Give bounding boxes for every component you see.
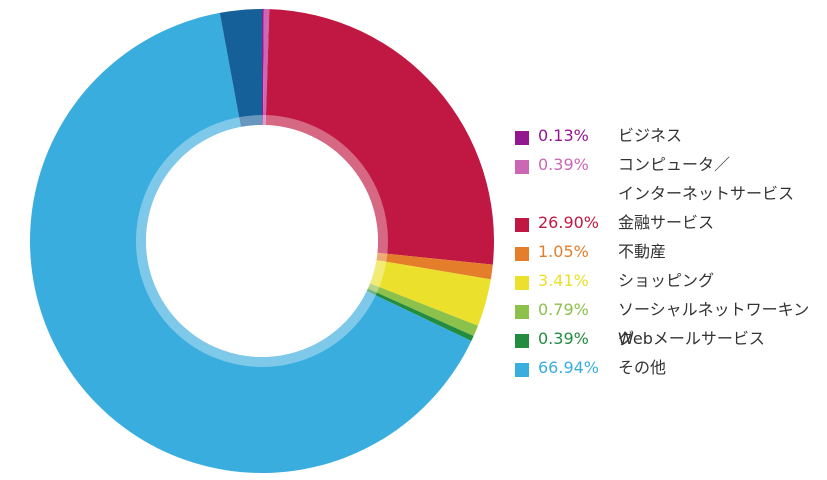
legend-swatch xyxy=(515,305,529,319)
legend-label-line: 不動産 xyxy=(618,242,667,261)
legend-label-line: ショッピング xyxy=(618,271,715,290)
legend-label: Webメールサービス xyxy=(618,324,818,353)
legend-value: 1.05% xyxy=(538,242,589,261)
inner-ring-highlight xyxy=(136,115,388,367)
legend-label-line: コンピュータ／ xyxy=(618,155,731,174)
legend-label-line: 金融サービス xyxy=(618,213,715,232)
legend-item: 66.94% その他 xyxy=(512,356,822,385)
slice-unlabeled xyxy=(219,9,262,127)
legend-value: 0.39% xyxy=(538,155,589,174)
legend-item: 1.05% 不動産 xyxy=(512,240,822,269)
chart-legend: 0.13% ビジネス 0.39% コンピュータ／ インターネットサービス 26.90% 金融… xyxy=(512,124,822,385)
legend-swatch xyxy=(515,363,529,377)
legend-label: コンピュータ／ インターネットサービス xyxy=(618,150,818,208)
legend-swatch xyxy=(515,334,529,348)
legend-item: 26.90% 金融サービス xyxy=(512,211,822,240)
slice-4 xyxy=(376,252,493,280)
legend-label: ソーシャルネットワーキング xyxy=(618,295,818,353)
legend-swatch xyxy=(515,160,529,174)
legend-item: 0.39% Webメールサービス xyxy=(512,327,822,356)
slice-3 xyxy=(265,9,494,265)
legend-swatch xyxy=(515,218,529,232)
legend-item: 3.41% ショッピング xyxy=(512,269,822,298)
legend-item: 0.79% ソーシャルネットワーキング xyxy=(512,298,822,348)
donut-hole xyxy=(146,125,378,357)
legend-label: その他 xyxy=(618,353,818,382)
slice-2 xyxy=(262,9,270,126)
legend-value: 0.79% xyxy=(538,300,589,319)
legend-item: 0.13% ビジネス xyxy=(512,124,822,153)
legend-value: 26.90% xyxy=(538,213,600,232)
legend-label-line: ソーシャルネットワーキング xyxy=(618,300,810,348)
legend-label-line: Webメールサービス xyxy=(618,329,765,348)
legend-label: 不動産 xyxy=(618,237,818,266)
legend-swatch xyxy=(515,247,529,261)
legend-value: 0.39% xyxy=(538,329,589,348)
slice-7 xyxy=(366,288,474,342)
legend-value: 0.13% xyxy=(538,126,589,145)
slice-6 xyxy=(367,283,478,337)
legend-item: 0.39% コンピュータ／ インターネットサービス xyxy=(512,153,822,211)
legend-label: ビジネス xyxy=(618,121,818,150)
slice-1 xyxy=(262,9,264,126)
slice-5 xyxy=(369,260,491,326)
slice-8 xyxy=(29,12,472,474)
legend-label-line: インターネットサービス xyxy=(618,184,795,203)
legend-label-line: ビジネス xyxy=(618,126,683,145)
legend-label: 金融サービス xyxy=(618,208,818,237)
legend-value: 66.94% xyxy=(538,358,600,377)
legend-value: 3.41% xyxy=(538,271,589,290)
legend-swatch xyxy=(515,276,529,290)
legend-swatch xyxy=(515,131,529,145)
legend-label-line: その他 xyxy=(618,358,667,377)
legend-label: ショッピング xyxy=(618,266,818,295)
